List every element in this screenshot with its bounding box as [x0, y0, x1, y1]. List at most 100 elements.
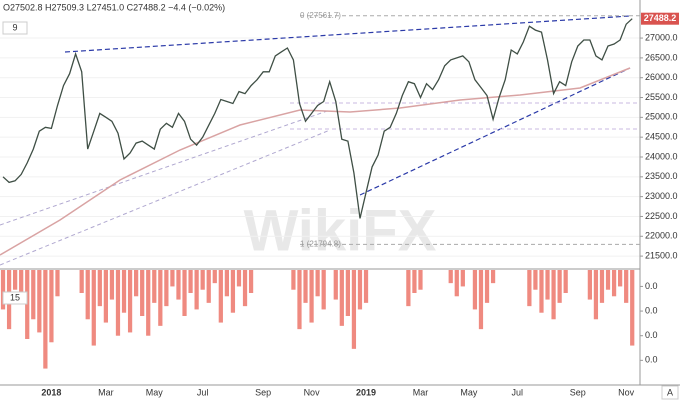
indicator-bar: [200, 270, 205, 290]
indicator-bar: [134, 270, 139, 297]
indicator-bar: [527, 270, 532, 307]
indicator-bar: [91, 270, 96, 346]
indicator-bar: [490, 270, 496, 284]
indicator-bar: [79, 270, 84, 293]
indicator-bar: [49, 270, 54, 343]
price-line: [2, 18, 633, 219]
y-tick-label: 23500.0: [645, 171, 678, 181]
indicator-bar: [605, 270, 611, 290]
indicator-bar: [37, 270, 42, 333]
y-tick-label: 26500.0: [645, 52, 678, 62]
header-bg: [0, 0, 640, 14]
auto-scale-button[interactable]: [661, 385, 679, 400]
study-toggle[interactable]: [2, 291, 28, 305]
y-tick-label: 22000.0: [645, 231, 678, 241]
y-tick-label: 25500.0: [645, 92, 678, 102]
x-tick-label: May: [146, 387, 164, 397]
last-price-box: [641, 12, 679, 25]
indicator-bar: [551, 270, 556, 320]
x-tick-label: 2019: [356, 387, 376, 397]
indicator-bar: [248, 270, 254, 293]
study-toggle[interactable]: [2, 21, 28, 35]
study-label: 9: [12, 22, 17, 32]
indicator-bar: [587, 270, 592, 300]
y-tick-label: 0.0: [645, 355, 658, 365]
indicator-bar: [624, 270, 629, 303]
indicator-bar: [303, 270, 308, 303]
indicator-bar: [55, 270, 60, 297]
indicator-bar: [43, 270, 48, 369]
x-tick-label: May: [460, 387, 478, 397]
indicator-bar: [309, 270, 314, 323]
indicator-bar: [563, 270, 568, 293]
indicator-bar: [363, 270, 369, 303]
indicator-bar: [170, 270, 175, 287]
indicator-bar: [115, 270, 121, 336]
indicator-bar: [345, 270, 350, 316]
indicator-bar: [97, 270, 102, 307]
x-tick-label: Nov: [304, 387, 321, 397]
y-tick-label: 21500.0: [645, 250, 678, 260]
indicator-bar: [188, 270, 193, 293]
indicator-bar: [158, 270, 163, 326]
indicator-bar: [357, 270, 363, 310]
indicator-bar: [599, 270, 605, 303]
indicator-bar: [418, 270, 423, 290]
indicator-bar: [545, 270, 550, 300]
y-tick-label: 0.0: [645, 281, 658, 291]
trend-line: [359, 67, 631, 196]
x-tick-label: Mar: [98, 387, 114, 397]
indicator-bar: [478, 270, 484, 330]
y-tick-label: 26000.0: [645, 72, 678, 82]
x-tick-label: Jul: [512, 387, 524, 397]
last-price-label: 27488.2: [644, 13, 677, 23]
indicator-bar: [242, 270, 248, 307]
indicator-bar: [19, 270, 24, 303]
indicator-bar: [212, 270, 217, 284]
indicator-bar: [557, 270, 562, 303]
trend-line: [0, 129, 331, 266]
indicator-bar: [339, 270, 344, 326]
indicator-bar: [121, 270, 127, 313]
indicator-bar: [333, 270, 338, 300]
moving-average: [0, 67, 631, 256]
x-tick-label: Jul: [197, 387, 209, 397]
auto-scale-label: A: [667, 387, 673, 397]
indicator-bar: [539, 270, 544, 313]
indicator-bar: [176, 270, 181, 300]
indicator-bar: [484, 270, 490, 303]
x-tick-label: Nov: [618, 387, 635, 397]
indicator-bar: [236, 270, 242, 287]
y-tick-label: 23000.0: [645, 191, 678, 201]
x-tick-label: Sep: [570, 387, 586, 397]
indicator-bar: [194, 270, 199, 310]
indicator-bar: [85, 270, 90, 320]
x-tick-label: 2018: [41, 387, 61, 397]
y-tick-label: 0.0: [645, 305, 658, 315]
indicator-bar: [230, 270, 236, 313]
indicator-bar: [351, 270, 357, 349]
indicator-bar: [218, 270, 223, 323]
indicator-bar: [109, 270, 115, 300]
indicator-bar: [146, 270, 151, 336]
study-label: 15: [10, 292, 20, 302]
y-tick-label: 22500.0: [645, 211, 678, 221]
x-tick-label: Sep: [255, 387, 271, 397]
fib-label: 0 (27561.7): [300, 11, 341, 20]
watermark: WikiFX: [244, 198, 437, 263]
indicator-bar: [297, 270, 302, 330]
indicator-bar: [0, 270, 6, 310]
y-tick-label: 27000.0: [645, 32, 678, 42]
indicator-bar: [291, 270, 296, 290]
indicator-bar: [406, 270, 411, 307]
indicator-bar: [164, 270, 169, 307]
indicator-bar: [152, 270, 157, 303]
indicator-bar: [448, 270, 453, 284]
trend-line: [64, 15, 631, 53]
indicator-bar: [315, 270, 320, 297]
fib-label: 1 (21794.8): [300, 240, 341, 249]
indicator-bar: [618, 270, 623, 287]
indicator-bar: [460, 270, 465, 287]
